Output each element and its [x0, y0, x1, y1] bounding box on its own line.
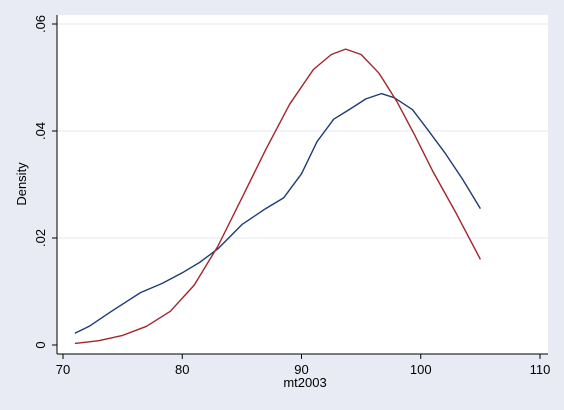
x-tick-label-1: 80: [175, 362, 189, 377]
x-tick-label-4: 110: [530, 362, 551, 377]
axis-ticks: 0 .02 .04 .06 70 80 90 100 110: [33, 15, 550, 377]
series-group: [74, 48, 482, 345]
y-tick-label-0: 0: [33, 341, 48, 348]
plot-area: [57, 15, 548, 354]
x-tick-label-3: 100: [410, 362, 432, 377]
x-tick-label-0: 70: [56, 362, 70, 377]
y-tick-label-1: .02: [33, 229, 48, 247]
y-tick-label-3: .06: [33, 15, 48, 33]
x-axis-title: mt2003: [283, 375, 326, 390]
gridlines: [57, 23, 548, 239]
series-line-0: [74, 92, 481, 334]
y-tick-label-2: .04: [33, 122, 48, 140]
y-axis-title: Density: [14, 162, 29, 206]
x-tick-label-2: 90: [294, 362, 308, 377]
series-line-1: [74, 48, 482, 345]
